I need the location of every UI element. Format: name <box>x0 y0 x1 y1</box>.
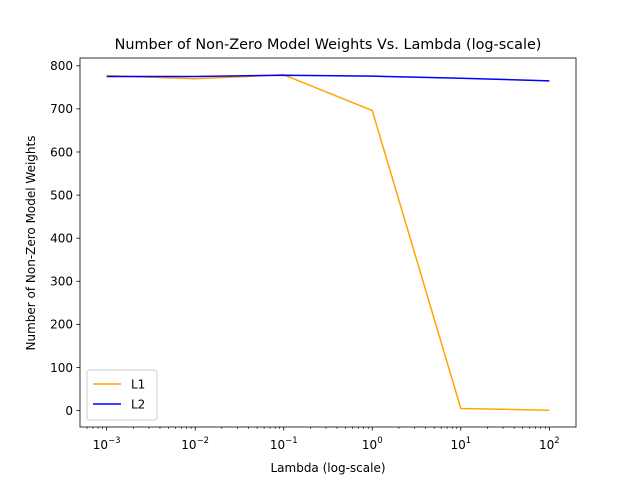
axes-layer: 10−3 10−2 10−1 100 101 102 0 100 200 300 400 500 600… <box>50 57 577 452</box>
x-tick-label-4: 101 <box>450 436 471 452</box>
y-tick-label-4: 400 <box>50 231 73 245</box>
x-tick-label-0: 10−3 <box>93 436 121 452</box>
y-tick-label-2: 200 <box>50 318 73 332</box>
x-tick-label-5: 102 <box>539 436 560 452</box>
series-line-l1 <box>106 74 550 411</box>
y-tick-label-5: 500 <box>50 188 73 202</box>
y-tick-label-1: 100 <box>50 361 73 375</box>
legend-label-l2: L2 <box>131 397 145 411</box>
y-tick-label-8: 800 <box>50 59 73 73</box>
plot-frame <box>79 57 577 428</box>
legend-label-l1: L1 <box>131 377 145 391</box>
series-layer <box>106 74 550 411</box>
y-tick-label-3: 300 <box>50 275 73 289</box>
legend-box <box>86 369 158 421</box>
y-tick-label-6: 600 <box>50 145 73 159</box>
y-tick-label-0: 0 <box>65 404 73 418</box>
x-axis-label: Lambda (log-scale) <box>270 461 385 475</box>
series-line-l2 <box>106 74 550 82</box>
y-axis-label: Number of Non-Zero Model Weights <box>24 136 38 351</box>
x-tick-label-2: 10−1 <box>270 436 298 452</box>
x-tick-label-1: 10−2 <box>181 436 209 452</box>
chart-title: Number of Non-Zero Model Weights Vs. Lam… <box>115 37 542 53</box>
x-tick-label-3: 100 <box>362 436 383 452</box>
y-tick-label-7: 700 <box>50 102 73 116</box>
